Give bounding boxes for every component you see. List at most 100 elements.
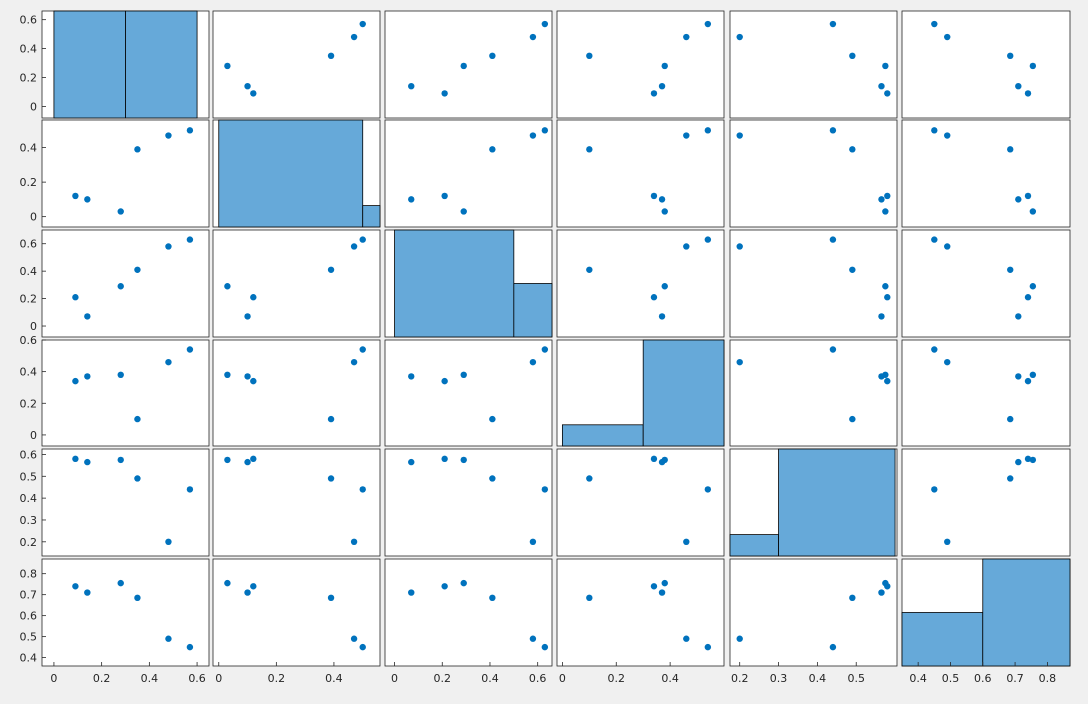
panel-1-6 — [901, 10, 1071, 119]
point-1-4-4 — [586, 52, 593, 60]
point-5-1-5 — [165, 538, 172, 546]
point-2-4-5 — [683, 132, 690, 139]
point-4-1-5 — [165, 358, 172, 366]
ytick-label-6-2: 0.5 — [20, 631, 38, 644]
point-2-5-4 — [849, 146, 856, 153]
point-1-3-3 — [460, 62, 467, 70]
hist-bar-5-2 — [778, 448, 896, 557]
point-3-2-3 — [224, 283, 231, 290]
point-5-6-2 — [1015, 458, 1022, 466]
panel-4-1 — [41, 339, 210, 447]
point-5-1-2 — [84, 458, 91, 466]
point-4-2-1 — [250, 377, 257, 385]
point-2-5-5 — [736, 132, 743, 139]
hist-bar-2-2 — [362, 205, 381, 228]
point-5-6-1 — [1024, 455, 1032, 463]
point-1-3-6 — [541, 20, 549, 28]
point-5-2-3 — [224, 456, 231, 464]
hist-bar-4-2 — [642, 339, 725, 447]
point-3-2-5 — [350, 243, 358, 250]
point-6-1-4 — [134, 594, 141, 602]
point-4-1-1 — [72, 377, 79, 385]
point-2-1-4 — [134, 146, 141, 153]
point-3-4-5 — [683, 243, 690, 250]
xtick-label-5-4: 0.5 — [847, 672, 865, 685]
ytick-label-4-4: 0.6 — [20, 334, 38, 347]
point-6-4-4 — [586, 594, 593, 602]
hist-bar-4-1 — [561, 424, 644, 447]
point-3-4-6 — [704, 236, 712, 243]
ytick-label-4-3: 0.4 — [20, 366, 38, 379]
ytick-label-6-3: 0.6 — [20, 610, 38, 623]
point-3-5-3 — [882, 283, 889, 290]
point-4-3-2 — [408, 373, 415, 380]
point-6-4-6 — [704, 643, 712, 651]
xtick-label-2-1: 0 — [215, 672, 222, 685]
point-5-6-3 — [1029, 456, 1037, 464]
point-4-5-3 — [882, 371, 889, 379]
point-2-6-6 — [931, 127, 938, 134]
point-6-3-3 — [460, 579, 467, 587]
point-4-1-2 — [84, 373, 91, 380]
panel-4-6 — [901, 339, 1071, 447]
point-3-4-4 — [586, 266, 593, 273]
point-4-2-2 — [244, 373, 251, 380]
panel-2-5 — [729, 119, 898, 228]
point-2-4-4 — [586, 146, 593, 153]
point-1-4-2 — [658, 82, 666, 90]
panel-1-2 — [212, 10, 381, 119]
hist-bar-3-1 — [394, 229, 515, 338]
point-5-3-3 — [460, 456, 467, 464]
point-2-6-1 — [1024, 192, 1032, 200]
point-2-1-5 — [165, 132, 172, 139]
point-6-4-2 — [658, 589, 666, 596]
point-2-4-3 — [661, 208, 668, 215]
xtick-label-5-2: 0.3 — [770, 672, 788, 685]
panel-2-6 — [901, 119, 1071, 228]
point-2-6-2 — [1015, 196, 1022, 203]
point-6-4-3 — [661, 579, 668, 587]
point-6-5-6 — [829, 643, 837, 651]
point-2-6-5 — [944, 132, 951, 139]
ytick-label-5-1: 0.2 — [20, 536, 38, 549]
point-5-2-4 — [327, 475, 335, 482]
ytick-label-1-4: 0.6 — [20, 14, 38, 27]
panel-5-3 — [384, 448, 553, 557]
xtick-label-4-1: 0 — [559, 672, 566, 685]
hist-bar-5-1 — [729, 534, 779, 557]
panel-5-2 — [212, 448, 381, 557]
point-4-6-6 — [931, 346, 938, 353]
ytick-label-3-2: 0.2 — [20, 293, 38, 306]
point-4-6-1 — [1024, 377, 1032, 385]
point-4-5-6 — [829, 346, 837, 353]
point-4-2-6 — [359, 346, 366, 353]
point-6-5-2 — [878, 589, 885, 596]
ytick-label-5-4: 0.5 — [20, 470, 38, 483]
point-2-5-6 — [829, 127, 837, 134]
ytick-label-5-5: 0.6 — [20, 448, 38, 461]
point-2-3-2 — [408, 196, 415, 203]
point-3-5-5 — [736, 243, 743, 250]
point-6-1-1 — [72, 583, 79, 590]
xtick-label-6-4: 0.7 — [1006, 672, 1024, 685]
panel-6-4 — [556, 558, 725, 667]
point-3-2-6 — [359, 236, 366, 243]
ytick-label-6-4: 0.7 — [20, 589, 38, 602]
xtick-label-3-1: 0 — [391, 672, 398, 685]
ytick-label-3-1: 0 — [30, 320, 37, 333]
point-6-1-3 — [117, 579, 124, 587]
point-6-2-4 — [327, 594, 335, 602]
point-6-5-4 — [849, 594, 856, 602]
xtick-label-2-2: 0.2 — [268, 672, 286, 685]
panel-3-5 — [729, 229, 898, 338]
panel-1-4 — [556, 10, 725, 119]
point-6-3-2 — [408, 589, 415, 596]
xtick-label-1-1: 0 — [50, 672, 57, 685]
point-4-1-6 — [186, 346, 194, 353]
ytick-label-1-1: 0 — [30, 100, 37, 113]
point-6-5-5 — [736, 635, 743, 642]
panel-3-1 — [41, 229, 210, 338]
point-4-2-3 — [224, 371, 231, 379]
point-4-5-4 — [849, 415, 856, 423]
